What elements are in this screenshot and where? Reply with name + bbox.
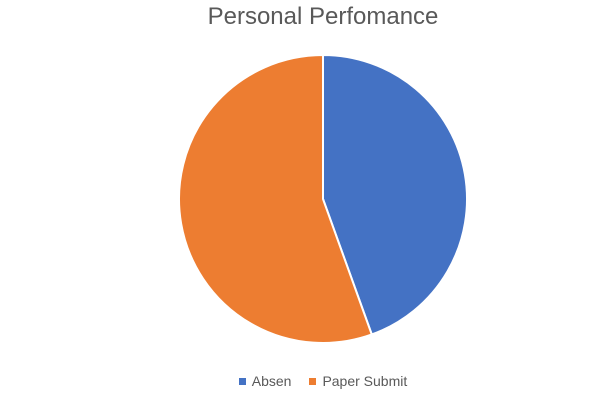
pie-slice-absen — [322, 54, 469, 336]
pie-slice-paper-submit — [178, 54, 373, 344]
chart-title: Personal Perfomance — [207, 3, 439, 30]
legend-label-paper-submit: Paper Submit — [322, 373, 408, 389]
legend-label-absen: Absen — [251, 373, 292, 389]
legend-swatch-paper-submit — [309, 377, 317, 385]
legend-item-paper-submit: Paper Submit — [309, 373, 407, 389]
legend: Absen Paper Submit — [0, 373, 610, 389]
legend-item-absen: Absen — [238, 373, 292, 389]
legend-swatch-absen — [238, 377, 246, 385]
